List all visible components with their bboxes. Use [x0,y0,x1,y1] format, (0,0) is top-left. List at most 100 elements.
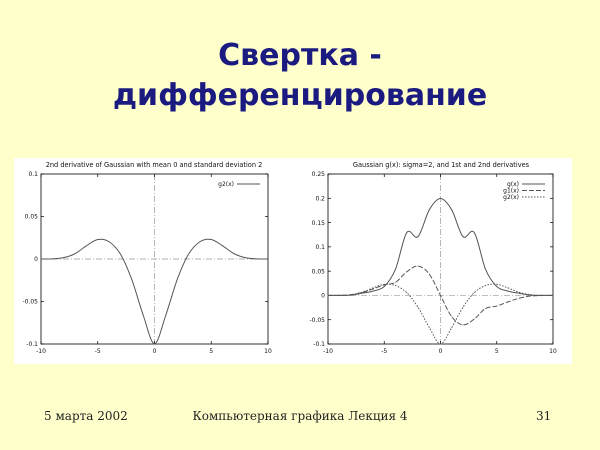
data-point [417,236,419,238]
x-tick-label: 0 [439,348,443,355]
data-point [507,290,509,292]
data-point [530,294,531,296]
data-point [451,327,453,328]
data-point [530,295,531,297]
data-point [440,295,441,296]
data-point [210,239,212,240]
plots-figure: 2nd derivative of Gaussian with mean 0 a… [22,161,557,355]
data-point [86,245,87,247]
data-point [188,253,189,255]
x-tick-label: 5 [209,348,213,355]
data-point [350,294,351,296]
data-point [395,285,396,286]
data-point [496,305,498,307]
data-point [244,257,246,259]
data-point [507,301,509,303]
data-point [74,253,76,255]
footer-page-number: 31 [536,409,552,423]
data-point [199,241,201,243]
data-point [372,288,374,290]
data-point [176,279,178,280]
data-point [327,295,329,296]
plot-1: 2nd derivative of Gaussian with mean 0 a… [22,161,272,355]
x-tick-label: 10 [549,348,557,355]
data-point [372,287,374,289]
data-point [108,241,110,243]
slide-title: Свертка - дифференцирование [0,36,600,116]
data-point [395,268,396,270]
data-point [417,265,419,267]
legend-label: g2(x) [503,194,519,201]
data-point [40,258,42,260]
y-tick-label: 0.1 [315,244,325,251]
data-point [518,297,520,299]
y-tick-label: -0.05 [309,317,325,324]
plot-2: Gaussian g(x): sigma=2, and 1st and 2nd … [309,161,557,355]
x-tick-label: -10 [36,348,46,355]
data-point [233,253,235,255]
x-tick-label: -5 [95,348,101,355]
data-point [440,343,441,345]
data-point [462,236,464,238]
slide-title-line-1: Свертка - [218,38,382,73]
legend-label: g1(x) [503,188,519,195]
x-tick-label: 0 [153,348,157,355]
data-point [256,258,258,260]
data-point [395,281,396,283]
x-tick-label: 10 [264,348,272,355]
data-point [462,324,464,326]
y-tick-label: 0.15 [312,220,326,227]
data-point [428,273,430,275]
data-point [473,292,475,294]
data-point [473,318,475,320]
data-point [451,316,453,318]
y-tick-label: 0.2 [315,195,325,202]
data-point [361,291,363,293]
y-tick-label: -0.1 [313,341,325,348]
x-tick-label: 5 [495,348,499,355]
data-point [267,258,269,260]
footer-center-text: Компьютерная графика Лекция 4 [192,409,408,423]
series-line-gx [327,198,554,296]
x-tick-label: -10 [323,348,333,355]
data-point [485,285,486,286]
data-point [383,283,385,285]
data-point [120,253,121,255]
y-tick-label: 0.1 [28,171,38,178]
y-tick-label: -0.05 [22,299,38,306]
y-tick-label: -0.1 [26,341,38,348]
data-point [97,239,99,240]
data-point [417,306,419,308]
data-point [63,257,65,259]
data-point [383,286,385,287]
slide-title-line-2: дифференцирование [112,78,488,113]
data-point [440,198,441,199]
data-point [406,232,408,233]
data-point [406,271,408,273]
data-point [496,283,498,285]
data-point [142,314,144,316]
data-point [541,294,543,296]
data-point [485,268,486,270]
data-point [428,209,430,211]
plot-2-title: Gaussian g(x): sigma=2, and 1st and 2nd … [353,161,530,169]
data-point [428,327,430,328]
x-tick-label: -5 [381,348,387,355]
data-point [338,294,340,296]
y-tick-label: 0 [34,256,38,263]
data-point [507,287,509,289]
y-tick-label: 0.05 [25,214,39,221]
data-point [222,245,224,247]
plots-panel: 2nd derivative of Gaussian with mean 0 a… [14,158,572,364]
data-point [131,279,133,280]
data-point [485,308,486,309]
y-tick-label: 0.25 [312,171,326,178]
data-point [518,291,520,293]
legend-label: g2(x) [218,181,234,188]
data-point [406,292,408,294]
data-point [372,290,374,292]
legend-label: g(x) [507,181,519,188]
data-point [165,314,167,316]
data-point [473,232,475,233]
footer-date: 5 марта 2002 [44,409,128,423]
